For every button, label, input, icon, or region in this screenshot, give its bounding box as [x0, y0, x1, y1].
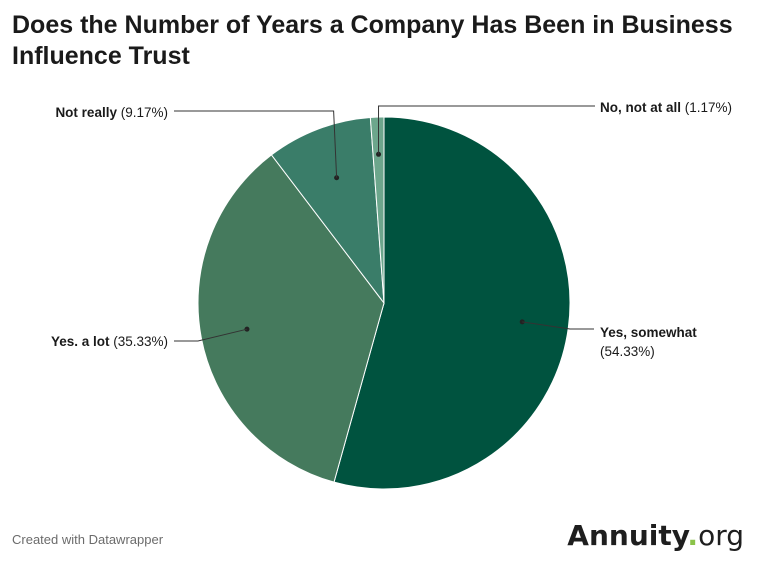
slice-label: No, not at all (1.17%) [600, 100, 732, 115]
leader-lines [174, 105, 595, 342]
slice-label-value: (1.17%) [681, 100, 732, 115]
pie-slice [197, 154, 385, 483]
annuity-org-logo: Annuity.org [567, 519, 744, 552]
leader-line [174, 328, 248, 342]
slice-label-value: (54.33%) [600, 344, 655, 359]
slice-label-name: No, not at all [600, 100, 681, 115]
leader-line [378, 105, 595, 155]
slice-label-value: (9.17%) [117, 105, 168, 120]
slice-labels: Yes, somewhat (54.33%) Yes. a lot (35.33%)… [51, 100, 732, 359]
slice-label-value: (35.33%) [109, 334, 168, 349]
datawrapper-credit: Created with Datawrapper [12, 532, 164, 547]
leader-line [522, 321, 594, 330]
pie-slice [270, 116, 385, 305]
pie-slice [369, 116, 385, 304]
slice-label-name: Yes. a lot [51, 334, 110, 349]
leader-line [174, 110, 338, 178]
slice-label-name: Not really [55, 105, 117, 120]
slice-label-name: Yes, somewhat [600, 325, 697, 340]
slice-label: Yes, somewhat (54.33%) [600, 325, 697, 359]
chart-title: Does the Number of Years a Company Has B… [12, 11, 733, 70]
pie-slices [197, 116, 571, 490]
pie-slice [333, 116, 571, 490]
slice-label: Not really (9.17%) [55, 105, 168, 120]
slice-label: Yes. a lot (35.33%) [51, 334, 168, 349]
